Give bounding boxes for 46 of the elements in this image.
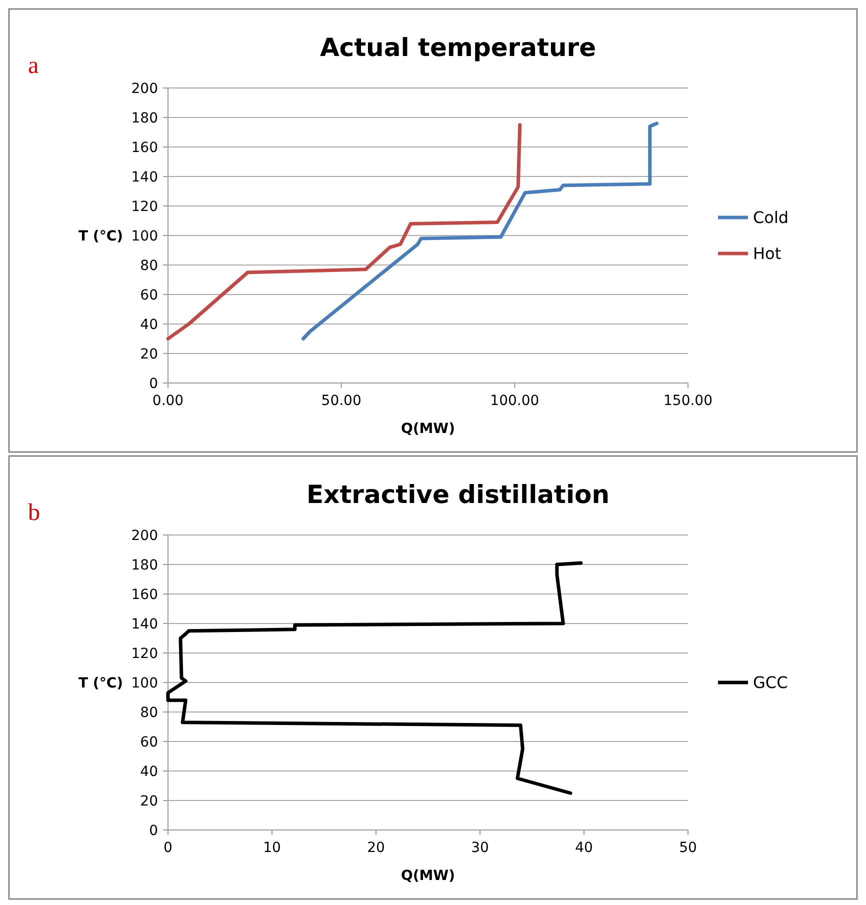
text: a [28,53,39,79]
y-tick-label: 180 [131,110,158,126]
y-tick-label: 140 [131,616,158,632]
y-tick-label: 20 [140,793,158,810]
y-tick-label: 60 [140,287,158,304]
x-tick-label: 50 [679,840,697,856]
y-tick-label: 100 [131,228,158,244]
line-series [166,561,583,795]
x-tick-label: 30 [471,840,489,856]
x-tick-label: 10 [263,840,281,856]
y-tick-label: 120 [131,646,158,662]
y-tick-label: 20 [140,346,158,362]
y-tick-label: 80 [140,258,158,274]
x-tick-label: 0 [164,840,172,856]
y-tick-label: 200 [131,528,158,544]
y-tick-label: 100 [131,675,158,692]
y-tick-label: 180 [131,557,158,574]
y-axis-title: T (°C) [78,228,123,244]
x-tick-label: 40 [575,840,593,856]
x-tick-label: 0.00 [152,393,184,409]
y-tick-label: 160 [131,586,158,603]
y-tick-label: 40 [140,764,158,780]
x-tick-label: 100.00 [490,393,540,409]
chart-title: Actual temperature [320,33,596,62]
y-tick-label: 60 [140,734,158,750]
y-tick-label: 80 [140,704,158,721]
text: b [28,500,40,526]
line-series [301,122,659,340]
y-tick-label: 140 [131,169,158,186]
y-tick-label: 40 [140,316,158,333]
y-tick-label: 160 [131,140,158,156]
line-series [166,123,522,340]
legend-label: GCC [753,673,788,692]
x-tick-label: 50.00 [321,393,362,409]
x-axis-title: Q(MW) [400,868,456,884]
x-tick-label: 20 [367,840,385,856]
x-tick-label: 150.00 [664,393,712,409]
chart-title: Extractive distillation [306,480,610,509]
y-axis-title: T (°C) [78,675,123,692]
y-tick-label: 0 [149,376,158,392]
legend-label: Cold [753,208,789,228]
x-axis-title: Q(MW) [400,421,456,437]
y-tick-label: 200 [131,80,158,97]
legend-label: Hot [753,244,782,264]
y-tick-label: 0 [149,822,158,839]
y-tick-label: 120 [131,198,158,215]
